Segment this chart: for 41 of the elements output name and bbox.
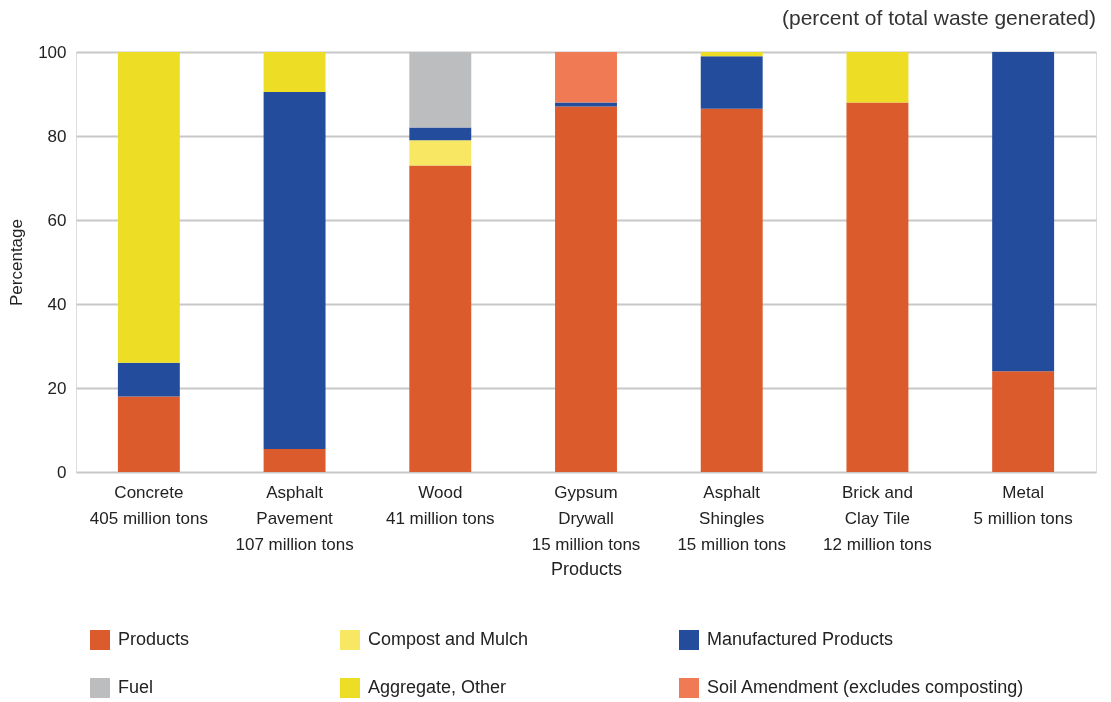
bar	[409, 127, 472, 141]
y-tick-label: 100	[38, 42, 67, 62]
bar	[117, 52, 180, 363]
x-tick-label: Asphalt Shingles 15 million tons	[677, 482, 787, 554]
bar	[846, 52, 909, 103]
bar	[700, 56, 763, 109]
bar	[846, 102, 909, 472]
bar	[409, 165, 472, 472]
bar	[117, 362, 180, 397]
bar	[409, 140, 472, 166]
x-tick-label: Brick and Clay Tile 12 million tons	[823, 482, 932, 554]
x-tick-label: Metal 5 million tons	[973, 482, 1073, 528]
legend-label: Fuel	[118, 677, 154, 697]
bar	[992, 371, 1055, 472]
bar	[263, 448, 326, 472]
x-tick-label: Asphalt Pavement 107 million tons	[235, 482, 354, 554]
y-tick-label: 40	[47, 294, 67, 314]
bar	[992, 52, 1055, 372]
x-tick-label: Gypsum Drywall 15 million tons	[531, 482, 641, 554]
legend-label: Products	[118, 629, 190, 649]
chart-title: (percent of total waste generated)	[781, 6, 1096, 29]
bar	[700, 108, 763, 472]
bar	[117, 396, 180, 472]
y-tick-label: 20	[47, 378, 67, 398]
bar	[700, 52, 763, 57]
legend-label: Aggregate, Other	[368, 677, 507, 697]
legend-label: Manufactured Products	[707, 629, 894, 649]
y-axis-title: Percentage	[7, 219, 27, 306]
x-tick-label: Wood 41 million tons	[385, 482, 495, 528]
bar	[555, 102, 617, 107]
y-tick-label: 0	[57, 462, 67, 482]
bar	[263, 52, 326, 92]
y-tick-label: 60	[47, 210, 67, 230]
bar	[263, 91, 326, 449]
bar	[555, 52, 617, 103]
y-tick-label: 80	[47, 126, 67, 146]
legend-label: Soil Amendment (excludes composting)	[707, 677, 1024, 697]
bar	[555, 106, 617, 472]
x-tick-label: Concrete 405 million tons	[89, 482, 208, 528]
legend-label: Compost and Mulch	[368, 629, 529, 649]
x-axis-title: Products	[550, 558, 623, 579]
